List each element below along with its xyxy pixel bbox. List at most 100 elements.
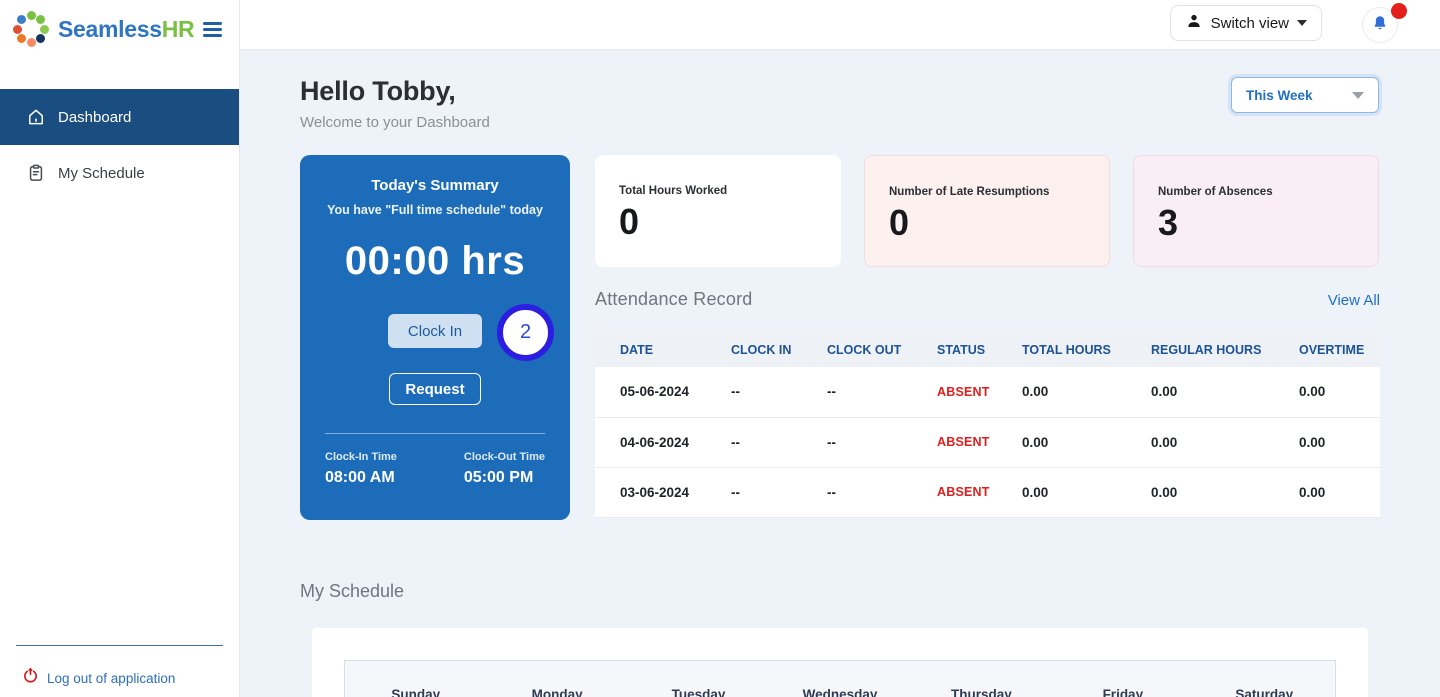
notification-dot (1391, 3, 1407, 19)
summary-title: Today's Summary (371, 177, 499, 194)
schedule-day-sunday: Sunday (391, 687, 441, 697)
stat-label: Total Hours Worked (619, 185, 728, 197)
cell-date: 05-06-2024 (595, 367, 706, 418)
summary-hours: 00:00 hrs (344, 239, 526, 283)
greeting-block: Hello Tobby, Welcome to your Dashboard (300, 76, 490, 131)
page-title: Hello Tobby, (300, 76, 456, 106)
cell-overtime: 0.00 (1274, 367, 1380, 418)
cell-clock-in: -- (706, 467, 802, 518)
cell-overtime: 0.00 (1274, 417, 1380, 468)
summary-times: Clock-In Time 08:00 AM Clock-Out Time 05… (325, 451, 545, 487)
sidebar-item-my-schedule[interactable]: My Schedule (0, 145, 239, 201)
attendance-record-title: Attendance Record (595, 289, 753, 309)
my-schedule-title: My Schedule (300, 581, 405, 601)
logout-button[interactable]: Log out of application (22, 667, 175, 689)
schedule-week-header: Sunday Monday Tuesday Wednesday Thursday… (344, 660, 1336, 697)
schedule-day-friday: Friday (1102, 687, 1144, 697)
cell-regular-hours: 0.00 (1126, 417, 1274, 468)
period-filter-value: This Week (1246, 87, 1313, 103)
stat-value: 3 (1158, 202, 1179, 243)
clock-in-time: Clock-In Time 08:00 AM (325, 451, 397, 487)
person-icon (1185, 12, 1203, 35)
topbar: Switch view (240, 0, 1440, 50)
brand-logo: SeamlessHR (0, 0, 239, 56)
cell-date: 04-06-2024 (595, 417, 706, 468)
schedule-day-tuesday: Tuesday (671, 687, 726, 697)
cell-overtime: 0.00 (1274, 467, 1380, 518)
sidebar: SeamlessHR Dashboard My Schedule (0, 0, 240, 697)
cell-total-hours: 0.00 (997, 417, 1126, 468)
cell-clock-out: -- (802, 467, 912, 518)
page-subtitle: Welcome to your Dashboard (300, 114, 490, 131)
sidebar-divider (16, 645, 223, 646)
column-header-regular-hours: REGULAR HOURS (1126, 332, 1274, 367)
cell-clock-out: -- (802, 367, 912, 418)
schedule-day-monday: Monday (531, 687, 583, 697)
stat-card-late-resumptions: Number of Late Resumptions 0 (864, 155, 1110, 267)
switch-view-label: Switch view (1210, 14, 1289, 32)
brand-logo-icon (13, 11, 49, 47)
cell-total-hours: 0.00 (997, 467, 1126, 518)
chevron-down-icon (1297, 20, 1307, 26)
sidebar-item-dashboard[interactable]: Dashboard (0, 89, 239, 145)
sidebar-nav: Dashboard My Schedule (0, 89, 239, 201)
attendance-table: DATE CLOCK IN CLOCK OUT STATUS TOTAL HOU… (595, 332, 1380, 518)
schedule-day-wednesday: Wednesday (802, 687, 878, 697)
sidebar-footer: Log out of application (0, 645, 239, 697)
period-filter-dropdown[interactable]: This Week (1231, 77, 1379, 113)
sidebar-item-label: My Schedule (58, 164, 145, 182)
column-header-clock-out: CLOCK OUT (802, 332, 912, 367)
table-row: 04-06-2024 -- -- ABSENT 0.00 0.00 0.00 (595, 417, 1380, 468)
stat-card-total-hours: Total Hours Worked 0 (595, 155, 841, 267)
chevron-down-icon (1352, 91, 1364, 99)
power-icon (22, 667, 47, 689)
stat-card-absences: Number of Absences 3 (1133, 155, 1379, 267)
stat-value: 0 (619, 201, 640, 242)
cell-clock-out: -- (802, 417, 912, 468)
todays-summary-card: Today's Summary You have "Full time sche… (300, 155, 570, 520)
clock-in-time-label: Clock-In Time (325, 451, 397, 463)
clock-in-time-value: 08:00 AM (325, 469, 395, 486)
my-schedule-card: Sunday Monday Tuesday Wednesday Thursday… (312, 628, 1368, 697)
cell-clock-in: -- (706, 417, 802, 468)
request-button[interactable]: Request (389, 373, 481, 405)
stat-value: 0 (889, 202, 910, 243)
clipboard-icon (26, 163, 46, 183)
attendance-header-row: DATE CLOCK IN CLOCK OUT STATUS TOTAL HOU… (595, 332, 1380, 367)
bell-icon (1371, 14, 1389, 37)
cell-regular-hours: 0.00 (1126, 367, 1274, 418)
column-header-total-hours: TOTAL HOURS (997, 332, 1126, 367)
tour-step-badge[interactable]: 2 (497, 304, 554, 361)
clock-in-button[interactable]: Clock In (388, 314, 482, 348)
schedule-day-thursday: Thursday (951, 687, 1012, 697)
clock-out-time: Clock-Out Time 05:00 PM (464, 451, 545, 487)
column-header-clock-in: CLOCK IN (706, 332, 802, 367)
status-badge: ABSENT (912, 467, 997, 518)
cell-regular-hours: 0.00 (1126, 467, 1274, 518)
cell-total-hours: 0.00 (997, 367, 1126, 418)
cell-clock-in: -- (706, 367, 802, 418)
home-icon (26, 107, 46, 127)
status-badge: ABSENT (912, 367, 997, 418)
clock-out-time-value: 05:00 PM (463, 469, 534, 486)
stat-label: Number of Late Resumptions (889, 186, 1050, 198)
switch-view-button[interactable]: Switch view (1169, 5, 1322, 41)
clock-out-time-label: Clock-Out Time (463, 451, 545, 463)
status-badge: ABSENT (912, 417, 997, 468)
column-header-status: STATUS (912, 332, 997, 367)
summary-divider (325, 433, 545, 434)
sidebar-item-label: Dashboard (58, 108, 132, 126)
column-header-overtime: OVERTIME (1274, 332, 1380, 367)
table-row: 03-06-2024 -- -- ABSENT 0.00 0.00 0.00 (595, 467, 1380, 518)
hamburger-menu-icon[interactable] (203, 22, 222, 38)
summary-subtitle: You have "Full time schedule" today (327, 203, 543, 217)
view-all-link[interactable]: View All (1327, 292, 1380, 309)
column-header-date: DATE (595, 332, 706, 367)
main-content: Hello Tobby, Welcome to your Dashboard T… (240, 50, 1440, 697)
logout-label: Log out of application (47, 670, 176, 686)
cell-date: 03-06-2024 (595, 467, 706, 518)
schedule-day-saturday: Saturday (1235, 687, 1294, 697)
stat-label: Number of Absences (1158, 186, 1273, 198)
brand-logo-text: SeamlessHR (58, 16, 195, 42)
